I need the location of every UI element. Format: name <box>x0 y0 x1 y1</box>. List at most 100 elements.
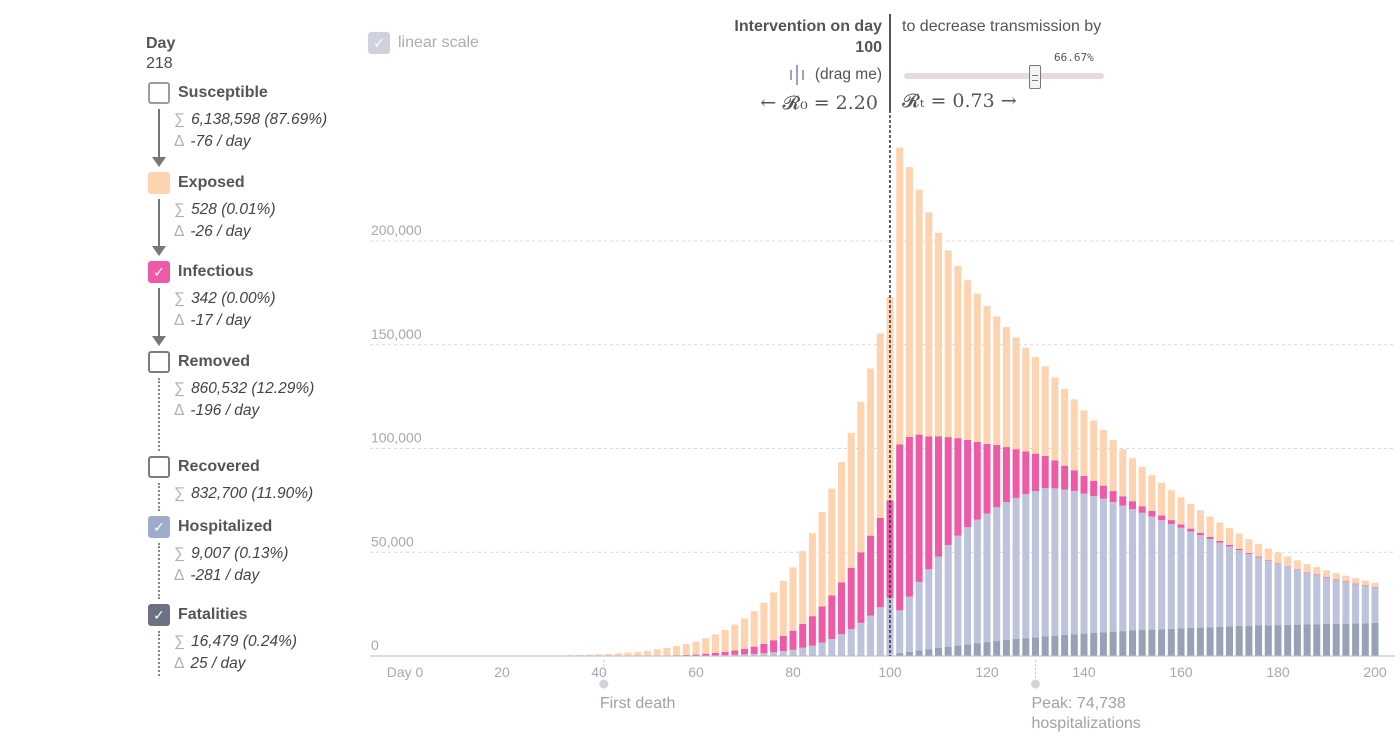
infectious-delta: -17 / day <box>190 312 251 329</box>
category-fatalities[interactable]: ✓ Fatalities <box>148 603 247 627</box>
bar-hospitalized <box>1109 502 1117 632</box>
hospitalized-checkbox[interactable]: ✓ <box>148 516 170 538</box>
chart[interactable]: 0 50,000 100,000 150,000 200,000 Day 0 20 40 60 8… <box>345 0 1400 738</box>
bar-exposed <box>779 580 787 636</box>
bar-infectious <box>973 441 981 520</box>
bar-infectious <box>1245 553 1253 555</box>
sum-icon: ∑ <box>174 545 186 562</box>
bar-exposed <box>1255 543 1263 557</box>
bar-exposed <box>789 567 797 631</box>
bar-fatalities <box>1235 625 1243 656</box>
bar-hospitalized <box>1148 516 1156 630</box>
bar-exposed <box>585 654 593 656</box>
bar-infectious <box>1361 585 1369 587</box>
bar-hospitalized <box>1284 566 1292 625</box>
bar-infectious <box>1041 455 1049 489</box>
category-hospitalized[interactable]: ✓ Hospitalized <box>148 515 272 539</box>
bar-infectious <box>1032 453 1039 492</box>
fatalities-checkbox[interactable]: ✓ <box>148 604 170 626</box>
bar-infectious <box>886 500 894 598</box>
bar-fatalities <box>1352 623 1360 656</box>
arrow-down-icon <box>152 157 166 167</box>
bar-hospitalized <box>993 507 1001 642</box>
hospitalized-connector <box>158 543 160 599</box>
bar-exposed <box>624 652 632 656</box>
bar-hospitalized <box>1177 527 1185 629</box>
bar-infectious <box>925 436 933 570</box>
bar-infectious <box>1352 583 1360 585</box>
drag-me-label: (drag me) <box>814 66 882 83</box>
bar-hospitalized <box>1226 546 1233 627</box>
bar-exposed <box>750 611 758 647</box>
transmission-slider-track[interactable] <box>904 73 1104 79</box>
bar-exposed <box>973 293 981 442</box>
bar-fatalities <box>973 643 981 656</box>
bar-infectious <box>1002 447 1010 503</box>
bar-infectious <box>1090 480 1098 497</box>
bar-exposed <box>1313 567 1321 575</box>
bar-infectious <box>1342 581 1350 583</box>
infectious-label: Infectious <box>178 263 254 280</box>
bar-infectious <box>828 595 836 639</box>
category-susceptible[interactable]: Susceptible <box>148 81 268 105</box>
susceptible-checkbox[interactable] <box>148 82 170 104</box>
bar-exposed <box>1342 575 1350 582</box>
bar-exposed <box>595 654 603 656</box>
bar-exposed <box>1216 522 1224 541</box>
bar-fatalities <box>1167 628 1175 656</box>
bar-infectious <box>1313 574 1321 576</box>
bar-hospitalized <box>1099 498 1107 633</box>
bar-exposed <box>1293 560 1301 570</box>
recovered-checkbox[interactable] <box>148 456 170 478</box>
transmission-slider-thumb[interactable] <box>1029 65 1041 89</box>
x-tick-label: 120 <box>975 664 999 680</box>
linear-scale-toggle[interactable]: ✓ linear scale <box>368 32 479 54</box>
susceptible-total: 6,138,598 (87.69%) <box>191 111 328 128</box>
bar-fatalities <box>1012 638 1020 656</box>
sum-icon: ∑ <box>174 485 186 502</box>
drag-handle-icon[interactable] <box>787 64 807 86</box>
bar-infectious <box>1119 496 1127 506</box>
linear-scale-checkbox[interactable]: ✓ <box>368 32 390 54</box>
bar-infectious <box>867 535 875 616</box>
bar-fatalities <box>1245 625 1253 656</box>
bar-infectious <box>760 643 768 654</box>
day-counter: Day 218 <box>146 34 175 74</box>
bar-infectious <box>1129 501 1136 510</box>
bar-exposed <box>711 634 719 653</box>
x-tick-label: 160 <box>1169 664 1193 680</box>
bar-exposed <box>1041 366 1049 456</box>
bar-exposed <box>770 592 778 641</box>
delta-icon: Δ <box>174 133 185 150</box>
bar-exposed <box>886 297 894 501</box>
bar-fatalities <box>1371 623 1379 656</box>
removed-checkbox[interactable] <box>148 351 170 373</box>
bar-hospitalized <box>925 569 933 650</box>
bar-exposed <box>964 280 972 440</box>
bar-hospitalized <box>1032 491 1039 638</box>
intervention-drag-handle[interactable]: (drag me) <box>787 64 882 86</box>
bar-exposed <box>1187 503 1195 529</box>
bar-fatalities <box>1274 625 1282 656</box>
bar-fatalities <box>1080 633 1088 656</box>
bar-exposed <box>983 305 991 444</box>
fatalities-label: Fatalities <box>178 606 248 623</box>
category-infectious[interactable]: ✓ Infectious <box>148 260 254 284</box>
bar-exposed <box>867 368 875 536</box>
bar-infectious <box>1051 460 1059 489</box>
category-exposed[interactable]: Exposed <box>148 171 245 195</box>
category-recovered[interactable]: Recovered <box>148 455 260 479</box>
bar-fatalities <box>1255 625 1263 656</box>
exposed-checkbox[interactable] <box>148 172 170 194</box>
infectious-checkbox[interactable]: ✓ <box>148 261 170 283</box>
category-removed[interactable]: Removed <box>148 350 250 374</box>
bar-hospitalized <box>1216 542 1224 627</box>
delta-icon: Δ <box>174 223 185 240</box>
bar-fatalities <box>1361 623 1369 656</box>
bar-exposed <box>1235 533 1243 549</box>
linear-scale-label: linear scale <box>398 34 479 51</box>
bar-exposed <box>634 651 642 656</box>
infectious-stats: ∑ 342 (0.00%) Δ -17 / day <box>174 288 276 332</box>
intervention-label: Intervention on day 100 <box>734 16 882 58</box>
bar-infectious <box>1167 520 1175 525</box>
